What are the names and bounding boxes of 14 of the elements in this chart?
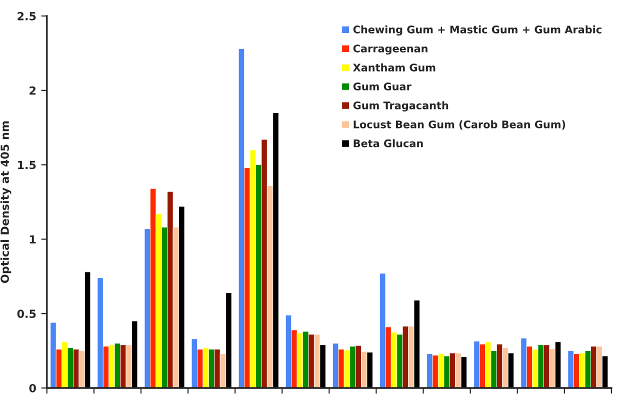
y-axis-title: Optical Density at 405 nm — [0, 121, 12, 283]
legend-label: Chewing Gum + Mastic Gum + Gum Arabic — [353, 25, 602, 36]
legend-label: Beta Glucan — [354, 139, 423, 148]
y-tick-label: 1.5 — [18, 160, 36, 170]
y-tick-label: 0 — [29, 384, 36, 392]
y-tick-label: 2.5 — [18, 12, 36, 20]
y-tick-label: 1 — [30, 235, 36, 244]
y-tick-label: 0.5 — [17, 310, 36, 318]
legend-label: Xantham Gum — [353, 63, 436, 72]
legend-label: Carrageenan — [353, 44, 428, 55]
legend-label: Gum Guar — [353, 82, 412, 90]
legend-label: Gum Tragacanth — [353, 101, 448, 112]
y-tick-label: 2 — [30, 86, 36, 95]
legend-label: Locust Bean Gum (Carob Bean Gum) — [354, 120, 566, 130]
